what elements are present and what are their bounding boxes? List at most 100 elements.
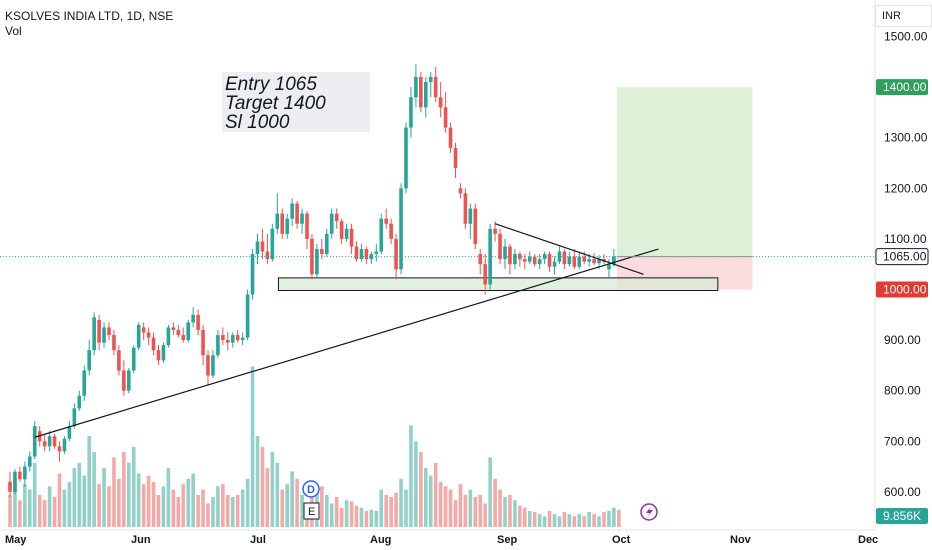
trade-note[interactable]: Entry 1065 Target 1400 Sl 1000 [222, 72, 370, 132]
volume-bar [320, 486, 324, 527]
candle-body [290, 203, 294, 219]
volume-bar [458, 484, 463, 527]
candle-body [542, 254, 547, 260]
candle-body [404, 127, 408, 189]
event-markers-layer[interactable]: DE [302, 480, 658, 521]
volume-bar [23, 484, 27, 527]
candle-body [245, 294, 250, 338]
volume-bar [92, 452, 96, 527]
candle-body [102, 327, 106, 343]
candle-body [364, 249, 369, 260]
volume-bar [379, 489, 384, 527]
candle-body [62, 438, 67, 452]
candle-body [369, 254, 374, 260]
candle-body [384, 218, 388, 224]
currency-button[interactable]: INR [875, 5, 932, 27]
target-zone [616, 87, 753, 257]
volume-bar [161, 486, 166, 527]
candle-body [141, 327, 146, 333]
candle-body [250, 254, 255, 295]
candle-body [582, 256, 586, 262]
volume-bar [250, 366, 255, 527]
volume-bar [488, 457, 492, 527]
volume-bar [424, 468, 428, 527]
candle-body [458, 188, 463, 194]
candle-body [206, 355, 210, 376]
time-axis[interactable]: May Jun Jul Aug Sep Oct Nov Dec [0, 529, 878, 546]
volume-bar [364, 510, 369, 527]
volume-bar [230, 497, 235, 527]
volume-bar [468, 489, 473, 527]
price-tick-label: 900.00 [884, 333, 921, 347]
volume-bar [607, 510, 611, 527]
volume-bar [532, 512, 537, 527]
volume-bar [404, 489, 408, 527]
volume-bar [221, 484, 225, 527]
volume-bar [527, 510, 532, 527]
volume-bar [354, 505, 359, 527]
volume-bar [201, 489, 205, 527]
volume-indicator-label[interactable]: Vol [5, 24, 22, 38]
candle-body [161, 345, 166, 361]
volume-bar [325, 494, 329, 527]
candle-body [305, 213, 309, 239]
entry-tag-label: 1065.00 [883, 250, 927, 264]
month-tick-label: Sep [497, 534, 517, 546]
trendlines-layer[interactable] [0, 223, 875, 438]
month-tick-label: Aug [370, 534, 391, 546]
volume-layer [8, 366, 621, 527]
candle-body [196, 314, 200, 330]
candle-body [433, 76, 438, 98]
candle-body [438, 97, 443, 108]
volume-bar [8, 494, 12, 527]
volume-bar [592, 514, 596, 527]
volume-bar [216, 486, 220, 527]
candle-body [270, 228, 275, 260]
candle-body [260, 241, 265, 252]
candle-body [310, 238, 314, 275]
earnings-marker[interactable] [303, 502, 320, 520]
volume-bar [87, 436, 91, 527]
volume-bar [448, 489, 453, 527]
candle-body [389, 223, 393, 239]
candle-body [28, 456, 32, 467]
volume-bar [339, 507, 344, 527]
price-tick-label: 1200.00 [884, 181, 928, 195]
ascending-support-line[interactable] [34, 248, 659, 438]
candle-body [107, 327, 111, 336]
target-tag-label: 1400.00 [883, 80, 927, 94]
dividend-marker[interactable] [302, 480, 320, 498]
price-tick-label: 1300.00 [884, 131, 928, 145]
candle-body [523, 259, 527, 262]
price-tick-label: 1500.00 [884, 30, 928, 44]
candle-body [414, 76, 418, 98]
volume-bar [62, 489, 67, 527]
volume-bar [235, 494, 240, 527]
month-tick-label: Dec [858, 534, 878, 546]
candle-body [334, 213, 339, 222]
price-tick-label: 800.00 [884, 384, 921, 398]
volume-tag-box [876, 508, 928, 524]
price-tick-label: 1100.00 [884, 232, 927, 246]
volume-bar [562, 512, 567, 527]
candle-body [23, 466, 27, 480]
target-tag-box [876, 79, 928, 96]
price-tick-label: 600.00 [884, 485, 921, 499]
volume-bar [414, 441, 418, 527]
volume-bar [265, 468, 270, 527]
candle-body [151, 337, 156, 351]
candle-body [419, 76, 423, 108]
volume-bar [438, 482, 443, 527]
volume-bar [28, 489, 32, 527]
volume-bar [394, 492, 398, 527]
volume-bar [463, 494, 468, 527]
volume-bar [577, 514, 582, 527]
candle-body [315, 249, 319, 275]
candle-body [47, 436, 52, 447]
volume-bar [146, 475, 151, 527]
descending-resistance-line[interactable] [494, 223, 644, 275]
month-tick-label: Oct [612, 534, 631, 546]
candle-body [349, 228, 354, 247]
symbol-title[interactable]: KSOLVES INDIA LTD, 1D, NSE [5, 9, 174, 23]
